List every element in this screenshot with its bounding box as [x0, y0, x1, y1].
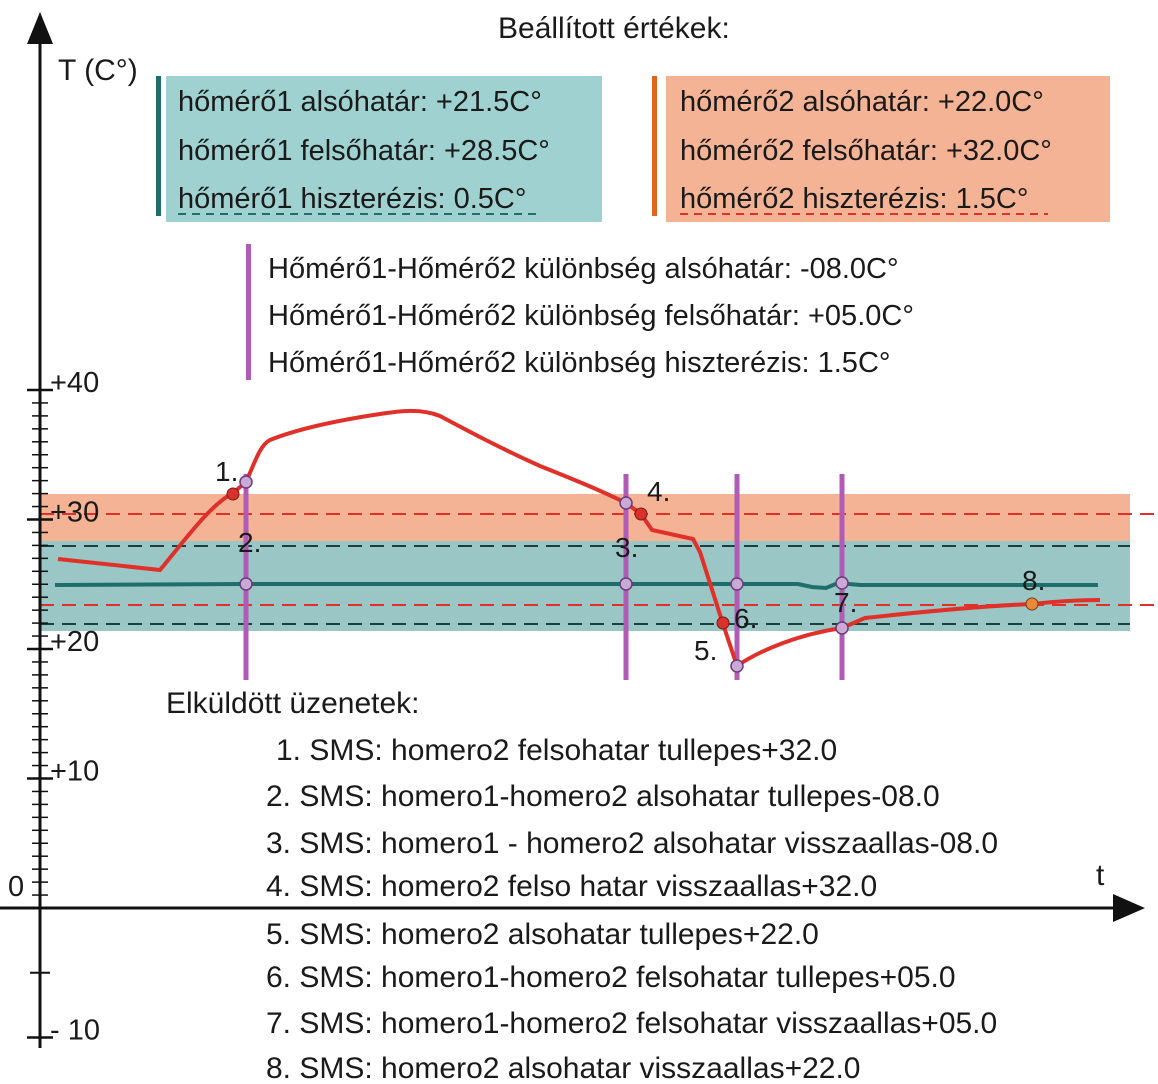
point-8 [1025, 597, 1039, 611]
message-1: 1. SMS: homero2 felsohatar tullepes+32.0 [276, 734, 837, 767]
point-diff-3 [619, 496, 633, 510]
marker-1: 1. [215, 456, 238, 487]
sensor1-lower-limit: hőmérő1 alsóhatár: +21.5C° [178, 86, 542, 118]
marker-8: 8. [1022, 565, 1045, 596]
sensor1-settings-box [166, 76, 602, 222]
y-tick-label: +30 [50, 497, 99, 529]
message-5: 5. SMS: homero2 alsohatar tullepes+22.0 [266, 918, 819, 951]
marker-3: 3. [615, 532, 638, 563]
message-6: 6. SMS: homero1-homero2 felsohatar tulle… [266, 961, 956, 994]
sensor2-bar [652, 76, 657, 216]
marker-7: 7. [834, 587, 857, 618]
y-axis-ticks [27, 388, 53, 1039]
y-tick-label: - 10 [50, 1015, 100, 1047]
sensor2-settings-box [666, 76, 1110, 222]
y-axis-arrow [27, 12, 53, 44]
sensor2-upper-limit: hőmérő2 felsőhatár: +32.0C° [680, 135, 1052, 167]
message-7: 7. SMS: homero1-homero2 felsohatar vissz… [266, 1007, 997, 1040]
diff-lower-limit: Hőmérő1-Hőmérő2 különbség alsóhatár: -08… [268, 253, 899, 285]
point-diff-1 [239, 475, 253, 489]
point-1 [226, 487, 240, 501]
point-3 [619, 577, 633, 591]
marker-2: 2. [238, 527, 261, 558]
y-tick-label: +20 [50, 626, 99, 658]
x-axis-arrow [1113, 894, 1145, 922]
y-tick-label: +10 [50, 756, 99, 788]
sensor1-hysteresis: hőmérő1 hiszterézis: 0.5C° [178, 183, 526, 215]
event-points [226, 475, 1039, 673]
y-axis-label: T (C°) [58, 54, 138, 87]
diff-hysteresis: Hőmérő1-Hőmérő2 különbség hiszterézis: 1… [268, 347, 890, 379]
sensor2-lower-limit: hőmérő2 alsóhatár: +22.0C° [680, 86, 1044, 118]
message-3: 3. SMS: homero1 - homero2 alsohatar viss… [266, 827, 998, 860]
point-2 [239, 577, 253, 591]
marker-6: 6. [734, 603, 757, 634]
point-diff-7 [835, 576, 849, 590]
point-7 [835, 621, 849, 635]
marker-5: 5. [694, 635, 717, 666]
sensor1-bar [156, 76, 161, 216]
point-6 [716, 616, 730, 630]
y-tick-label: +40 [50, 367, 99, 399]
messages-title: Elküldött üzenetek: [166, 687, 420, 720]
sensor1-curve [54, 580, 1098, 591]
point-5 [730, 659, 744, 673]
message-2: 2. SMS: homero1-homero2 alsohatar tullep… [266, 780, 940, 813]
point-4 [634, 507, 648, 521]
message-4: 4. SMS: homero2 felso hatar visszaallas+… [266, 870, 877, 903]
point-diff-5 [730, 577, 744, 591]
message-8: 8. SMS: homero2 alsohatar visszaallas+22… [266, 1052, 860, 1084]
y-tick-label: 0 [8, 871, 24, 903]
diff-upper-limit: Hőmérő1-Hőmérő2 különbség felsőhatár: +0… [268, 300, 914, 332]
diff-bar [246, 244, 251, 380]
x-axis-label: t [1096, 859, 1105, 892]
sensor2-curve [57, 408, 1101, 670]
y-axis-tick-labels: +40 +30 +20 +10 0 - 10 [8, 367, 100, 1047]
sensor1-upper-limit: hőmérő1 felsőhatár: +28.5C° [178, 135, 550, 167]
marker-4: 4. [647, 476, 670, 507]
sensor2-hysteresis: hőmérő2 hiszterézis: 1.5C° [680, 183, 1028, 215]
settings-title: Beállított értékek: [498, 12, 730, 45]
